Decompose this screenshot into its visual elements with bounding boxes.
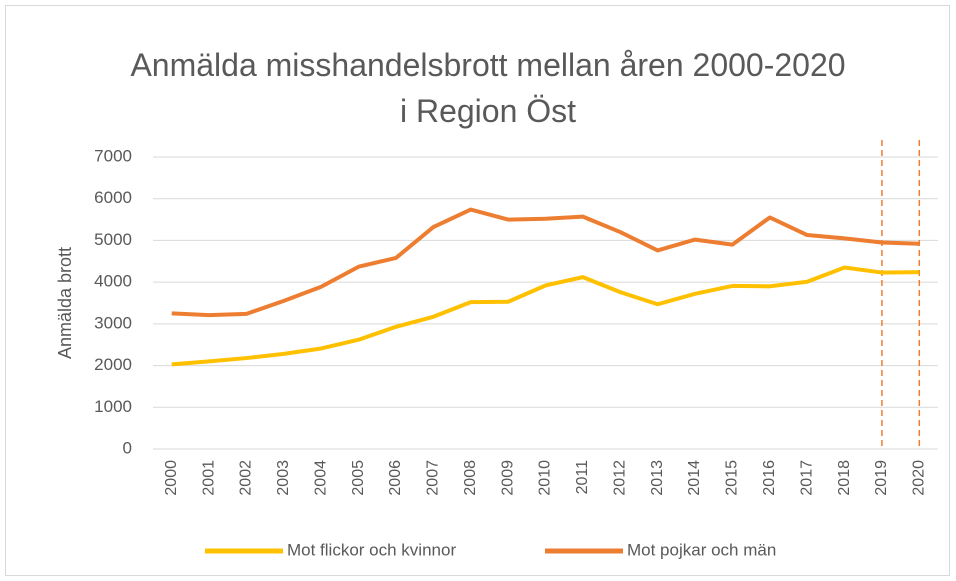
x-tick-label: 2011 — [574, 460, 591, 495]
y-tick-label: 2000 — [94, 355, 132, 374]
series-line — [171, 265, 920, 367]
y-tick-label: 4000 — [94, 272, 132, 291]
legend-label: Mot pojkar och män — [627, 540, 776, 559]
x-tick-label: 2004 — [312, 460, 329, 496]
x-tick-label: 2018 — [836, 460, 853, 496]
x-tick-label: 2001 — [200, 460, 217, 496]
x-tick-label: 2017 — [798, 460, 815, 496]
x-tick-label: 2016 — [761, 460, 778, 496]
x-tick-label: 2000 — [163, 460, 180, 496]
chart-title: Anmälda misshandelsbrott mellan åren 200… — [130, 47, 846, 129]
x-tick-label: 2013 — [649, 460, 666, 496]
x-tick-label: 2012 — [611, 460, 628, 496]
y-tick-label: 6000 — [94, 188, 132, 207]
y-tick-label: 5000 — [94, 230, 132, 249]
chart-border — [5, 5, 950, 576]
x-tick-label: 2015 — [724, 460, 741, 496]
y-tick-label: 3000 — [94, 313, 132, 332]
legend-label: Mot flickor och kvinnor — [287, 540, 456, 559]
x-tick-label: 2014 — [686, 460, 703, 496]
x-tick-label: 2020 — [911, 460, 928, 496]
y-tick-label: 7000 — [94, 146, 132, 165]
x-tick-label: 2019 — [873, 460, 890, 496]
y-axis-label: Anmälda brott — [55, 247, 75, 359]
y-tick-label: 1000 — [94, 397, 132, 416]
x-tick-label: 2008 — [462, 460, 479, 496]
x-tick-label: 2002 — [238, 460, 255, 496]
x-tick-label: 2010 — [537, 460, 554, 496]
x-tick-label: 2006 — [387, 460, 404, 496]
x-tick-label: 2005 — [350, 460, 367, 496]
series-line — [171, 207, 920, 318]
y-tick-label: 0 — [123, 438, 132, 457]
x-tick-label: 2007 — [425, 460, 442, 496]
x-tick-label: 2003 — [275, 460, 292, 496]
x-tick-label: 2009 — [499, 460, 516, 496]
